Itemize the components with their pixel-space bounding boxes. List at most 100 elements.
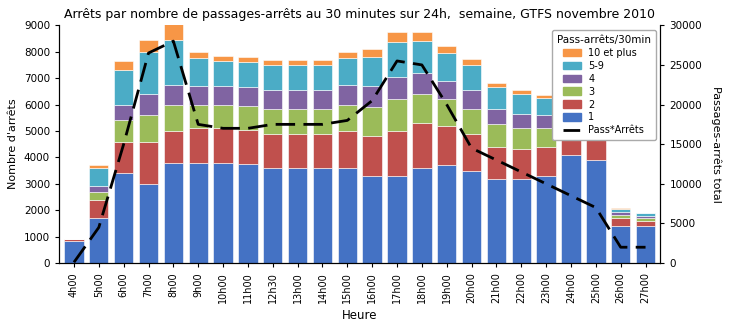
Title: Arrêts par nombre de passages-arrêts au 30 minutes sur 24h,  semaine, GTFS novem: Arrêts par nombre de passages-arrêts au …	[64, 8, 656, 21]
Bar	[338, 131, 357, 168]
Bar	[139, 184, 158, 263]
Bar	[238, 57, 258, 62]
Bar	[412, 168, 431, 263]
Bar	[388, 77, 407, 99]
Bar	[636, 214, 656, 216]
Bar	[462, 65, 481, 90]
Bar	[188, 163, 208, 263]
Y-axis label: Passages-arrêts total: Passages-arrêts total	[711, 86, 722, 203]
Bar	[213, 105, 233, 128]
Bar	[238, 130, 258, 164]
Bar	[437, 47, 456, 53]
Bar	[363, 49, 382, 57]
Bar	[114, 142, 134, 173]
Bar	[288, 60, 307, 65]
Bar	[188, 128, 208, 163]
Bar	[263, 90, 283, 109]
Bar	[537, 128, 556, 147]
Bar	[388, 131, 407, 176]
Bar	[363, 86, 382, 107]
Bar	[561, 108, 580, 118]
Bar	[312, 60, 332, 65]
Bar	[388, 99, 407, 131]
Bar	[114, 120, 134, 142]
Bar	[586, 139, 605, 160]
Bar	[487, 147, 506, 179]
Bar	[263, 65, 283, 90]
Bar	[164, 85, 183, 105]
Bar	[89, 165, 109, 168]
Bar	[164, 163, 183, 263]
Bar	[611, 226, 631, 263]
Bar	[487, 124, 506, 147]
Bar	[89, 168, 109, 186]
Bar	[312, 134, 332, 168]
Bar	[586, 160, 605, 263]
Bar	[363, 176, 382, 263]
Bar	[263, 168, 283, 263]
Bar	[611, 212, 631, 215]
Bar	[611, 209, 631, 212]
Bar	[537, 147, 556, 176]
Bar	[188, 52, 208, 58]
Bar	[487, 179, 506, 263]
Bar	[213, 61, 233, 86]
Bar	[164, 105, 183, 131]
Bar	[462, 59, 481, 65]
Bar	[561, 155, 580, 263]
Bar	[114, 105, 134, 120]
Bar	[263, 109, 283, 134]
Bar	[437, 126, 456, 165]
Bar	[636, 221, 656, 226]
Bar	[114, 173, 134, 263]
Bar	[363, 57, 382, 86]
Bar	[288, 90, 307, 109]
Bar	[363, 136, 382, 176]
Bar	[213, 56, 233, 61]
Bar	[561, 92, 580, 94]
Bar	[512, 114, 531, 128]
Bar	[437, 99, 456, 126]
Bar	[238, 164, 258, 263]
Bar	[512, 128, 531, 149]
Bar	[188, 86, 208, 105]
Bar	[338, 105, 357, 131]
Bar	[64, 241, 84, 263]
Legend: 10 et plus, 5-9, 4, 3, 2, 1, Pass*Arrêts: 10 et plus, 5-9, 4, 3, 2, 1, Pass*Arrêts	[552, 30, 656, 140]
Bar	[139, 52, 158, 94]
Bar	[288, 134, 307, 168]
Bar	[338, 52, 357, 58]
Bar	[561, 94, 580, 108]
Bar	[561, 118, 580, 131]
Bar	[338, 58, 357, 85]
Bar	[89, 218, 109, 263]
Bar	[312, 109, 332, 134]
Bar	[487, 109, 506, 124]
Bar	[412, 41, 431, 73]
Bar	[89, 200, 109, 218]
Bar	[512, 149, 531, 179]
Bar	[412, 94, 431, 123]
Bar	[114, 70, 134, 105]
Bar	[512, 179, 531, 263]
Bar	[238, 106, 258, 130]
Bar	[288, 65, 307, 90]
Bar	[586, 106, 605, 108]
Bar	[611, 218, 631, 226]
Bar	[586, 108, 605, 119]
Bar	[636, 226, 656, 263]
Bar	[288, 168, 307, 263]
Bar	[388, 43, 407, 77]
Bar	[164, 24, 183, 40]
Bar	[462, 109, 481, 134]
Bar	[487, 83, 506, 87]
Bar	[238, 62, 258, 87]
Bar	[89, 192, 109, 200]
Bar	[164, 131, 183, 163]
Bar	[412, 73, 431, 94]
Bar	[263, 60, 283, 65]
Bar	[437, 53, 456, 81]
Bar	[363, 107, 382, 136]
Bar	[312, 90, 332, 109]
Bar	[487, 87, 506, 109]
